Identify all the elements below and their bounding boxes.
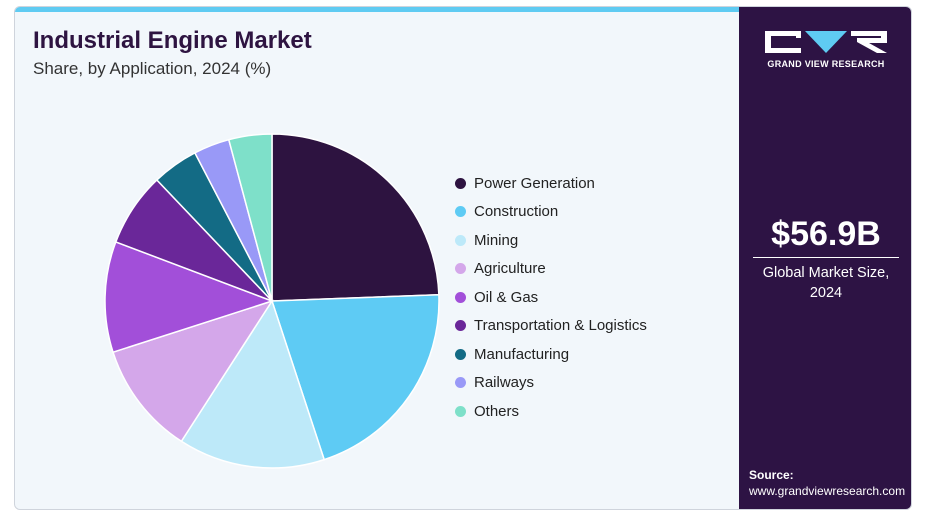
pie-slice-power-generation xyxy=(271,133,440,302)
legend-swatch xyxy=(455,405,466,417)
source-label: Source: xyxy=(749,468,794,482)
legend-swatch xyxy=(455,234,466,246)
chart-subtitle: Share, by Application, 2024 (%) xyxy=(33,59,272,78)
legend-label: Agriculture xyxy=(474,260,546,278)
pie-slice-agriculture xyxy=(112,299,274,443)
legend-label: Manufacturing xyxy=(474,345,570,363)
legend-label: Others xyxy=(474,402,520,420)
legend-swatch xyxy=(455,377,466,389)
pie-slice-mining xyxy=(180,299,326,469)
pie-slice-oil-gas xyxy=(104,240,275,354)
legend-item: Mining xyxy=(455,226,647,255)
legend-item: Manufacturing xyxy=(455,340,647,369)
legend-item: Oil & Gas xyxy=(455,283,647,312)
source-url[interactable]: www.grandviewresearch.com xyxy=(749,484,906,498)
legend-label: Oil & Gas xyxy=(474,288,539,306)
legend-item: Construction xyxy=(455,198,647,227)
legend-item: Transportation & Logistics xyxy=(455,312,647,341)
accent-top-bar xyxy=(15,7,739,12)
legend-label: Transportation & Logistics xyxy=(474,317,647,335)
legend-item: Power Generation xyxy=(455,169,647,198)
legend-label: Mining xyxy=(474,231,519,249)
legend-swatch xyxy=(455,206,466,218)
side-panel: GRAND VIEW RESEARCH $56.9B Global Market… xyxy=(739,7,911,509)
legend-item: Others xyxy=(455,397,647,426)
chart-legend: Power Generation Construction Mining Agricu… xyxy=(455,169,647,426)
legend-label: Railways xyxy=(474,374,535,392)
chart-title: Industrial Engine Market xyxy=(33,27,312,54)
legend-item: Railways xyxy=(455,369,647,398)
legend-swatch xyxy=(455,348,466,360)
market-size-label: Global Market Size, 2024 xyxy=(762,265,890,301)
legend-swatch xyxy=(455,291,466,303)
market-size-value: $56.9B xyxy=(771,215,881,253)
pie-slice-construction xyxy=(270,293,440,461)
pie-chart xyxy=(104,133,440,469)
chart-card: Industrial Engine Market Share, by Appli… xyxy=(14,6,912,510)
legend-label: Power Generation xyxy=(474,174,595,192)
legend-swatch xyxy=(455,320,466,332)
grand-view-research-logo xyxy=(765,31,887,53)
legend-item: Agriculture xyxy=(455,255,647,284)
legend-swatch xyxy=(455,263,466,275)
legend-label: Construction xyxy=(474,203,559,221)
legend-swatch xyxy=(455,177,466,189)
logo-text: GRAND VIEW RESEARCH xyxy=(767,59,885,69)
divider xyxy=(753,257,899,258)
pie-slice-others xyxy=(227,133,273,302)
